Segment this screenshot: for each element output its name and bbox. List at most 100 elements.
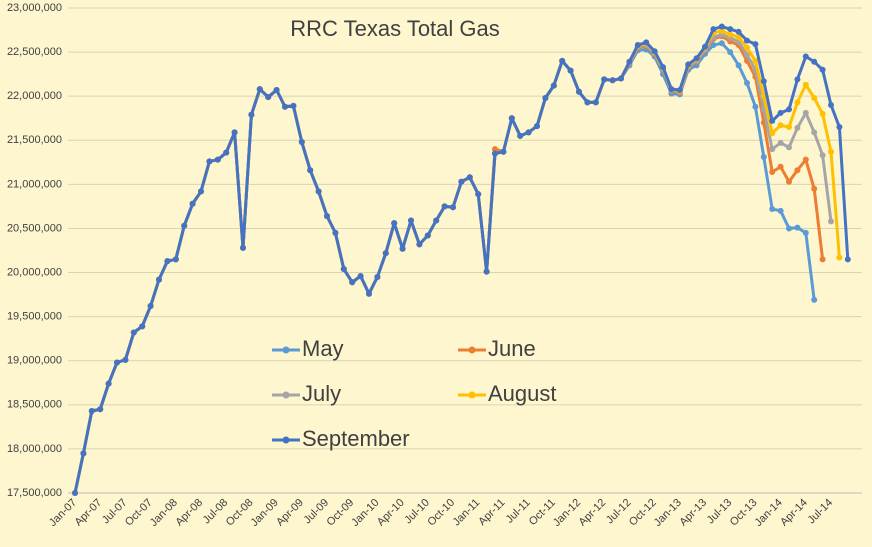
point [718, 27, 725, 34]
x-tick-label: Jan-07 [47, 497, 79, 529]
legend-marker [282, 346, 290, 354]
x-tick-label: Apr-09 [274, 497, 306, 529]
point [391, 220, 398, 227]
point [777, 207, 784, 214]
point [399, 245, 406, 252]
point [349, 279, 356, 286]
point [811, 296, 818, 303]
x-tick-label: Jan-12 [551, 497, 583, 529]
point [760, 154, 767, 161]
point [139, 323, 146, 330]
y-tick-label: 20,000,000 [7, 266, 62, 278]
point [819, 110, 826, 117]
y-tick-label: 19,500,000 [7, 311, 62, 323]
point [802, 109, 809, 116]
x-tick-label: Jan-14 [753, 497, 785, 529]
point [525, 129, 532, 136]
point [794, 76, 801, 83]
point [819, 66, 826, 73]
point [777, 122, 784, 129]
point [105, 380, 112, 387]
x-tick-label: Oct-10 [425, 497, 457, 529]
x-tick-label: Apr-12 [577, 497, 609, 529]
legend-marker [468, 391, 476, 399]
point [744, 44, 750, 51]
series-line [73, 29, 841, 494]
point [240, 244, 246, 251]
point [718, 23, 725, 30]
point [811, 185, 818, 192]
x-tick-label: Jul-14 [805, 497, 835, 527]
point [223, 149, 230, 156]
x-tick-label: Apr-11 [476, 497, 507, 528]
point [382, 250, 389, 257]
point [265, 94, 272, 101]
point [760, 78, 767, 85]
point [794, 167, 801, 174]
point [282, 103, 288, 110]
point [727, 49, 734, 56]
point [332, 229, 339, 236]
point [483, 268, 490, 275]
point [660, 64, 666, 71]
y-tick-label: 20,500,000 [7, 222, 62, 234]
point [710, 42, 717, 49]
point [769, 117, 776, 124]
point [584, 99, 591, 106]
point [777, 139, 784, 146]
point [534, 123, 540, 130]
point [357, 273, 364, 280]
point [828, 102, 834, 108]
point [315, 188, 322, 195]
point [248, 111, 255, 118]
point [786, 124, 792, 131]
x-tick-label: Jan-10 [349, 497, 381, 529]
point [416, 241, 423, 248]
point [744, 79, 750, 86]
point [500, 148, 507, 155]
legend-label: August [488, 381, 557, 406]
x-tick-label: Jan-09 [249, 497, 281, 529]
point [366, 290, 372, 297]
point [340, 266, 347, 273]
point [710, 26, 717, 33]
point [735, 28, 742, 35]
point [88, 407, 95, 414]
point [727, 31, 734, 38]
point [609, 77, 616, 84]
point [97, 406, 104, 413]
x-tick-label: Apr-08 [173, 497, 205, 529]
x-tick-label: Apr-14 [778, 497, 810, 529]
point [601, 76, 608, 83]
point [769, 169, 776, 176]
point [198, 188, 204, 195]
point [156, 276, 162, 283]
point [618, 75, 624, 82]
point [290, 102, 297, 109]
x-tick-label: Jan-11 [451, 497, 483, 529]
point [433, 217, 440, 224]
point [576, 88, 582, 95]
point [828, 148, 834, 155]
point [181, 222, 188, 229]
point [786, 178, 792, 185]
point [735, 34, 742, 41]
point [786, 225, 792, 232]
point [777, 163, 784, 170]
point [828, 218, 834, 225]
point [769, 146, 776, 153]
series-line [73, 41, 816, 494]
y-tick-label: 19,000,000 [7, 355, 62, 367]
point [559, 57, 566, 64]
legend-label: September [302, 426, 410, 451]
point [769, 206, 776, 213]
point [374, 273, 381, 280]
point [685, 61, 692, 68]
point [794, 124, 801, 131]
point [517, 132, 524, 139]
point [592, 99, 599, 106]
point [744, 51, 750, 58]
point [786, 144, 792, 151]
series-line [73, 32, 833, 494]
point [702, 43, 708, 50]
